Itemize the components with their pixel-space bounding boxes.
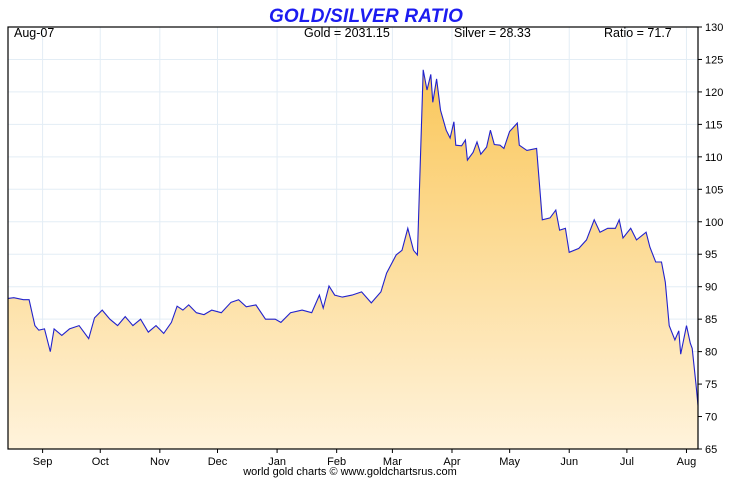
plot-border [7, 26, 699, 450]
y-tick-label: 130 [705, 22, 723, 34]
ratio-line [7, 69, 699, 406]
x-tick-label: Nov [150, 456, 170, 468]
y-tick-label: 80 [705, 347, 717, 359]
y-tick-label: 85 [705, 314, 717, 326]
header-silver-price: Silver = 28.33 [454, 26, 531, 40]
x-tick-label: Apr [443, 456, 460, 468]
y-tick-label: 75 [705, 379, 717, 391]
y-tick-label: 125 [705, 54, 723, 66]
x-tick-label: Jul [620, 456, 634, 468]
x-tick-label: Jan [268, 456, 286, 468]
y-tick-label: 100 [705, 217, 723, 229]
y-tick-label: 120 [705, 87, 723, 99]
y-tick-label: 90 [705, 282, 717, 294]
x-tick-label: Oct [92, 456, 109, 468]
header-gold-price: Gold = 2031.15 [304, 26, 390, 40]
y-tick-label: 95 [705, 249, 717, 261]
footer-credit: world gold charts © www.goldchartsrus.co… [243, 466, 457, 478]
header-date: Aug-07 [14, 26, 55, 40]
ratio-area-fill [8, 69, 698, 450]
x-tick-label: Jun [560, 456, 578, 468]
x-tick-label: Sep [33, 456, 53, 468]
y-tick-label: 105 [705, 184, 723, 196]
chart-title: GOLD/SILVER RATIO [268, 6, 464, 27]
y-tick-label: 115 [705, 119, 723, 131]
x-tick-label: Mar [383, 456, 402, 468]
x-tick-label: Aug [677, 456, 697, 468]
y-tick-label: 110 [705, 152, 723, 164]
y-tick-label: 65 [705, 444, 717, 456]
x-tick-label: Dec [208, 456, 228, 468]
x-tick-label: May [499, 456, 520, 468]
y-tick-label: 70 [705, 412, 717, 424]
x-tick-label: Feb [327, 456, 346, 468]
header-ratio: Ratio = 71.7 [604, 26, 672, 40]
